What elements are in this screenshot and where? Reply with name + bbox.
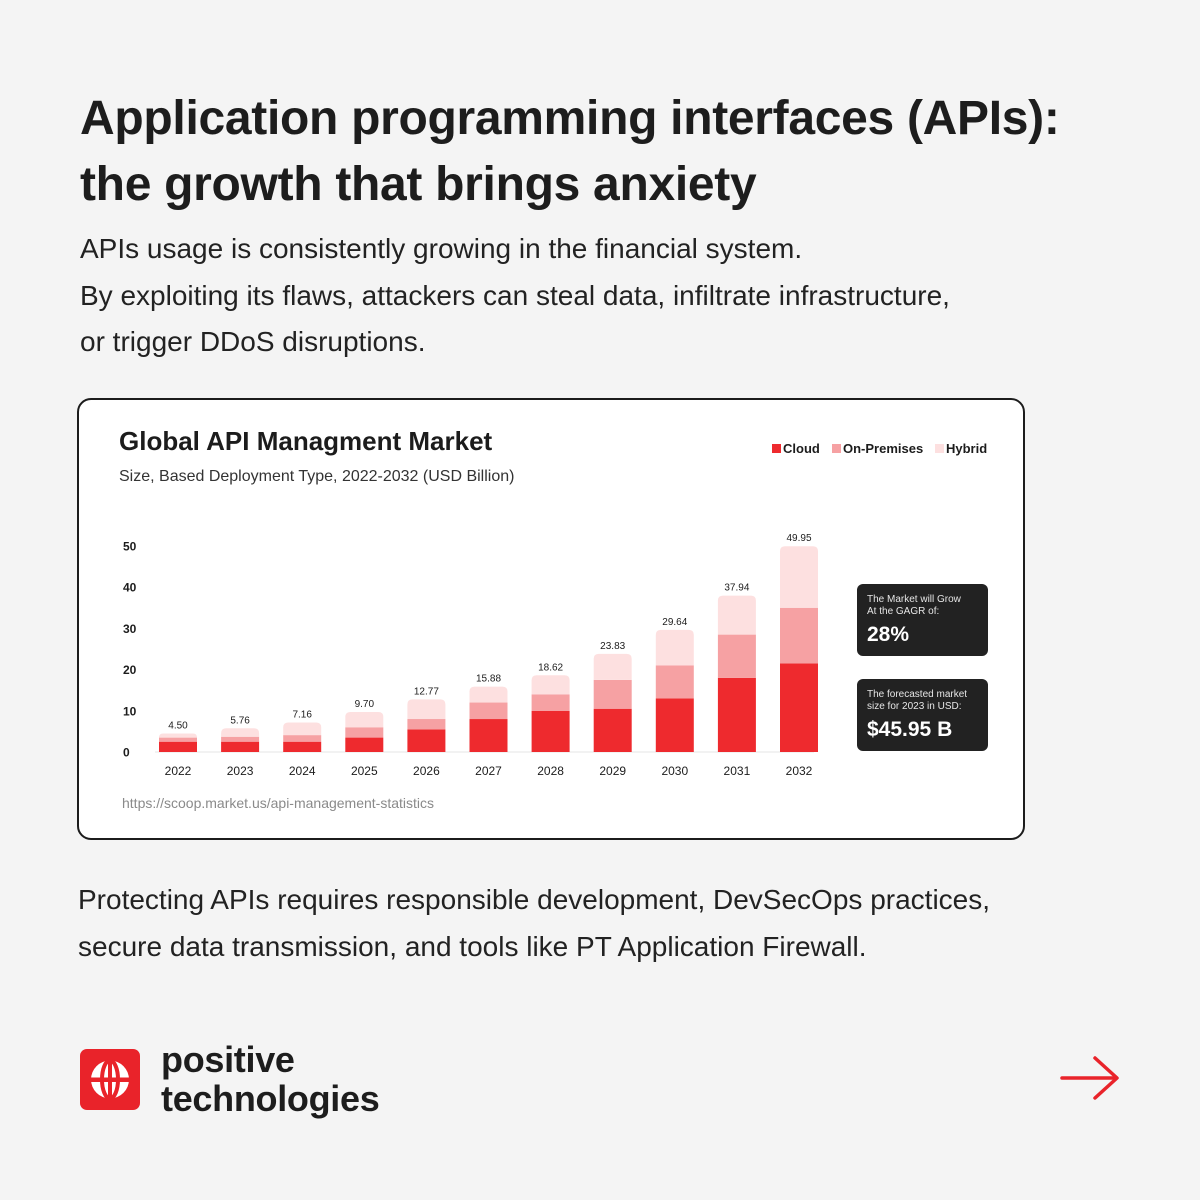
y-tick-label: 40: [123, 581, 137, 595]
x-tick-label: 2029: [599, 764, 626, 778]
bar-on-premises-2028: [531, 694, 570, 711]
bar-cloud-2024: [283, 741, 322, 752]
legend-label-hybrid: Hybrid: [946, 441, 987, 456]
y-tick-label: 50: [123, 540, 137, 554]
x-tick-label: 2027: [475, 764, 502, 778]
data-label-2022: 4.50: [168, 720, 188, 731]
bar-hybrid-2027: [469, 686, 508, 703]
bar-on-premises-2031: [717, 634, 756, 678]
headline: Application programming interfaces (APIs…: [80, 86, 1140, 218]
chart-legend: Cloud On-Premises Hybrid: [772, 441, 987, 456]
outro-line-1: Protecting APIs requires responsible dev…: [78, 884, 991, 915]
y-tick-label: 30: [123, 622, 137, 636]
y-axis: 0 10 20 30 40 50: [123, 540, 137, 760]
cagr-value: 28%: [867, 623, 910, 646]
bar-on-premises-2024: [283, 735, 322, 742]
bar-hybrid-2028: [531, 675, 570, 695]
data-label-2029: 23.83: [600, 641, 625, 652]
bar-cloud-2026: [407, 729, 446, 752]
y-tick-label: 10: [123, 704, 137, 718]
data-label-2032: 49.95: [786, 533, 811, 544]
x-tick-label: 2028: [537, 764, 564, 778]
bar-on-premises-2022: [159, 737, 197, 742]
data-label-2031: 37.94: [724, 583, 749, 594]
data-label-2025: 9.70: [355, 699, 375, 710]
bar-hybrid-2029: [593, 653, 632, 680]
x-tick-label: 2022: [165, 764, 192, 778]
bar-hybrid-2025: [345, 712, 384, 728]
bar-cloud-2025: [345, 737, 384, 752]
legend-label-cloud: Cloud: [783, 441, 820, 456]
y-tick-label: 20: [123, 663, 137, 677]
x-tick-label: 2032: [786, 764, 813, 778]
intro-line-2: By exploiting its flaws, attackers can s…: [80, 279, 950, 311]
x-tick-label: 2026: [413, 764, 440, 778]
brand-line-1: positive: [161, 1039, 295, 1080]
forecast-label-line-1: The forecasted market: [867, 689, 968, 700]
data-label-2028: 18.62: [538, 662, 563, 673]
bar-hybrid-2022: [159, 733, 197, 738]
intro-line-1: APIs usage is consistently growing in th…: [80, 233, 803, 264]
outro-line-2: secure data transmission, and tools like…: [78, 930, 867, 962]
bar-hybrid-2032: [780, 546, 818, 608]
bar-hybrid-2026: [407, 699, 446, 720]
forecast-callout: The forecasted market size for 2023 in U…: [857, 679, 988, 751]
outro-paragraph: Protecting APIs requires responsible dev…: [78, 877, 1158, 970]
market-chart: Global API Managment Market Size, Based …: [119, 426, 987, 811]
data-label-2026: 12.77: [414, 686, 439, 697]
x-tick-label: 2030: [661, 764, 688, 778]
bar-cloud-2022: [159, 741, 197, 752]
intro-paragraph: APIs usage is consistently growing in th…: [80, 226, 1140, 366]
chart-subtitle: Size, Based Deployment Type, 2022-2032 (…: [119, 468, 514, 485]
bar-hybrid-2023: [221, 728, 260, 737]
chart-source-link[interactable]: https://scoop.market.us/api-management-s…: [122, 795, 434, 811]
y-tick-label: 0: [123, 746, 130, 760]
forecast-label-line-2: size for 2023 in USD:: [867, 701, 962, 712]
bar-on-premises-2027: [469, 702, 508, 720]
chart-title: Global API Managment Market: [119, 426, 493, 456]
bar-cloud-2029: [593, 708, 632, 752]
legend-swatch-hybrid: [935, 444, 944, 453]
cagr-label-line-1: The Market will Grow: [867, 594, 961, 605]
x-axis: 2022 2023 2024 2025 2026 2027 2028 2029 2030 2031…: [165, 764, 813, 778]
x-tick-label: 2025: [351, 764, 378, 778]
intro-line-3: or trigger DDoS disruptions.: [80, 326, 426, 357]
legend-swatch-on-premises: [832, 444, 841, 453]
bar-on-premises-2026: [407, 719, 446, 730]
bar-hybrid-2031: [717, 595, 756, 635]
bar-series: 4.50 5.76 7.16 9.70 12.77 15.88 18.62 23.83 29.6…: [155, 533, 818, 753]
legend-swatch-cloud: [772, 444, 781, 453]
bar-hybrid-2024: [283, 722, 322, 736]
x-tick-label: 2024: [289, 764, 316, 778]
headline-line-2: the growth that brings anxiety: [80, 158, 757, 211]
legend-label-on-premises: On-Premises: [843, 441, 923, 456]
bar-on-premises-2025: [345, 727, 384, 738]
bar-cloud-2030: [655, 698, 694, 752]
bar-cloud-2027: [469, 719, 508, 752]
bar-on-premises-2023: [221, 736, 260, 742]
arrow-right-icon[interactable]: [1060, 1054, 1122, 1102]
data-label-2024: 7.16: [292, 710, 312, 721]
brand-line-2: technologies: [161, 1078, 380, 1119]
headline-line-1: Application programming interfaces (APIs…: [80, 92, 1060, 145]
forecast-value: $45.95 B: [867, 718, 953, 741]
data-label-2030: 29.64: [662, 617, 687, 628]
bar-on-premises-2032: [780, 607, 818, 664]
x-tick-label: 2023: [227, 764, 254, 778]
cagr-callout: The Market will Grow At the GAGR of: 28%: [857, 584, 988, 656]
bar-on-premises-2030: [655, 665, 694, 699]
bar-cloud-2032: [780, 663, 818, 752]
bar-on-premises-2029: [593, 679, 632, 709]
globe-logo-icon: [80, 1049, 140, 1110]
bar-hybrid-2030: [655, 629, 694, 666]
bar-cloud-2028: [531, 710, 570, 752]
data-label-2023: 5.76: [230, 715, 250, 726]
x-tick-label: 2031: [724, 764, 751, 778]
bar-cloud-2023: [221, 741, 260, 752]
bar-cloud-2031: [717, 677, 756, 752]
cagr-label-line-2: At the GAGR of:: [867, 606, 940, 617]
brand-wordmark: positive technologies: [161, 1039, 380, 1119]
data-label-2027: 15.88: [476, 674, 501, 685]
